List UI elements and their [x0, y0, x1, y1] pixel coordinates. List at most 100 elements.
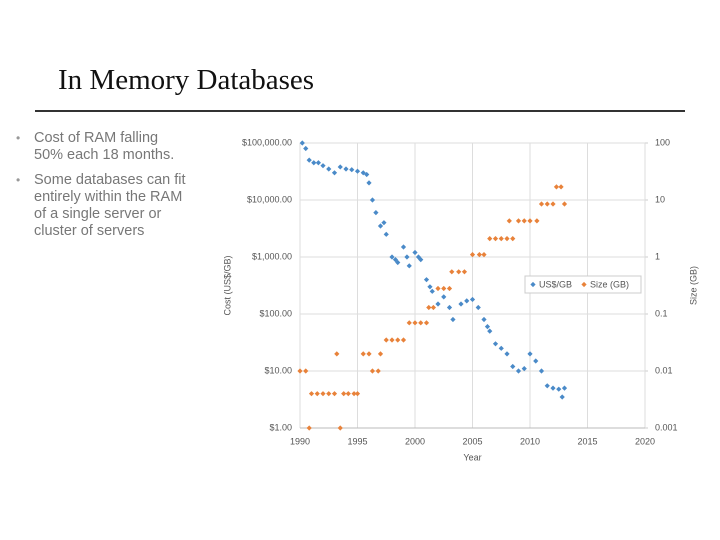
point — [534, 218, 540, 224]
point — [351, 391, 357, 397]
x-tick-label: 2010 — [520, 436, 540, 446]
y2-tick-label: 0.1 — [655, 308, 668, 318]
point — [429, 288, 435, 294]
bullet-text: Some databases can fit entirely within t… — [34, 172, 186, 239]
point — [481, 316, 487, 323]
legend-marker — [581, 281, 587, 288]
point — [504, 351, 510, 357]
point — [369, 197, 376, 203]
point — [364, 171, 370, 178]
point — [527, 218, 533, 224]
point — [400, 244, 407, 250]
y-tick-label: $100,000.00 — [242, 137, 292, 147]
point — [556, 386, 562, 392]
point — [430, 304, 436, 311]
x-tick-label: 1995 — [347, 436, 367, 446]
y-axis-label: Cost (US$/GB) — [222, 255, 232, 315]
point — [311, 160, 317, 166]
point — [326, 391, 332, 397]
point — [315, 160, 321, 166]
point — [435, 301, 441, 307]
point — [550, 201, 556, 207]
point — [510, 236, 516, 242]
point — [299, 140, 305, 146]
point — [450, 316, 456, 323]
point — [354, 391, 361, 397]
point — [553, 184, 560, 190]
point — [458, 301, 464, 307]
point — [326, 166, 332, 172]
y-tick-label: $1,000.00 — [252, 251, 292, 261]
point — [484, 324, 491, 330]
point — [383, 337, 389, 343]
point — [561, 201, 568, 207]
point — [377, 351, 384, 357]
point — [369, 368, 376, 374]
point — [441, 285, 447, 292]
x-tick-label: 2005 — [462, 436, 482, 446]
point — [366, 351, 372, 357]
point — [550, 385, 556, 391]
point — [308, 391, 315, 397]
point — [515, 368, 522, 374]
point — [469, 252, 476, 258]
point — [446, 285, 453, 292]
point — [418, 257, 424, 263]
point — [426, 304, 432, 311]
point — [558, 184, 564, 190]
point — [510, 363, 516, 370]
point — [303, 145, 309, 152]
point — [561, 385, 568, 391]
point — [360, 351, 366, 357]
point — [538, 201, 545, 207]
point — [392, 257, 399, 263]
point — [538, 368, 545, 374]
point — [383, 231, 389, 237]
point — [337, 164, 343, 170]
y-tick-label: $1.00 — [269, 422, 292, 432]
point — [464, 298, 470, 304]
x-tick-label: 2000 — [405, 436, 425, 446]
point — [404, 254, 410, 260]
y2-axis-label: Size (GB) — [688, 266, 698, 305]
point — [475, 304, 481, 311]
point — [314, 391, 320, 397]
x-tick-label: 2015 — [577, 436, 597, 446]
point — [395, 259, 401, 266]
y2-tick-label: 1 — [655, 251, 660, 261]
point — [476, 252, 482, 258]
point — [381, 220, 387, 226]
title-rule — [35, 110, 685, 112]
point — [461, 269, 468, 275]
bullet: • Some databases can fit entirely within … — [16, 172, 186, 239]
point — [533, 358, 539, 364]
point — [544, 201, 550, 207]
point — [389, 337, 395, 343]
point — [303, 368, 309, 374]
point — [441, 294, 447, 300]
point — [559, 394, 565, 400]
point — [349, 167, 355, 173]
point — [544, 383, 550, 389]
point — [435, 285, 441, 292]
point — [406, 263, 412, 269]
x-tick-label: 2020 — [635, 436, 655, 446]
y-tick-label: $100.00 — [259, 308, 292, 318]
point — [320, 391, 326, 397]
y-tick-label: $10.00 — [264, 365, 292, 375]
y2-tick-label: 100 — [655, 137, 670, 147]
point — [498, 236, 504, 242]
point — [306, 157, 312, 163]
point — [498, 345, 504, 351]
point — [400, 337, 407, 343]
point — [521, 366, 527, 372]
point — [331, 391, 338, 397]
point — [331, 170, 338, 176]
point — [395, 337, 401, 343]
point — [375, 368, 381, 374]
point — [412, 320, 418, 326]
point — [449, 269, 455, 275]
point — [487, 236, 493, 242]
